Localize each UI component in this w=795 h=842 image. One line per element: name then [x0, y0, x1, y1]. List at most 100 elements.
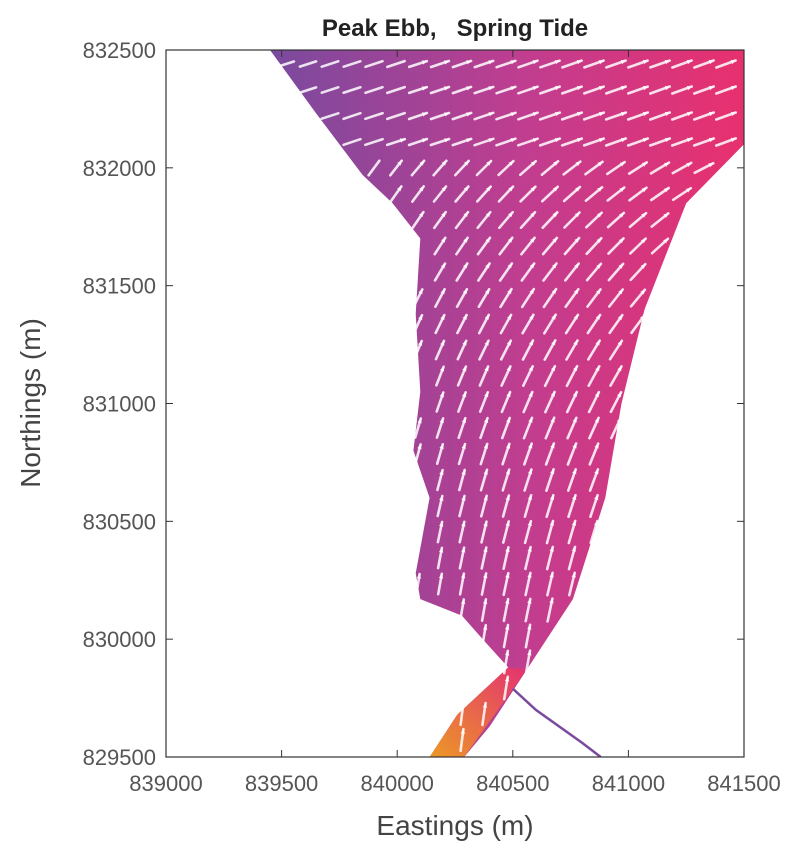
plot-area: [270, 50, 744, 757]
velocity-vector-head: [505, 599, 510, 604]
velocity-vector-head: [574, 212, 580, 218]
velocity-vector-head: [440, 289, 445, 295]
velocity-vector-head: [528, 443, 533, 449]
velocity-vector-head: [441, 212, 446, 218]
velocity-vector-head: [505, 443, 511, 449]
velocity-vector-head: [463, 212, 468, 218]
velocity-vector-head: [576, 85, 582, 91]
velocity-vector-head: [528, 366, 533, 372]
velocity-vector-head: [595, 315, 601, 320]
velocity-vector-head: [444, 138, 450, 143]
velocity-vector-head: [619, 162, 625, 167]
velocity-vector-head: [506, 366, 511, 372]
velocity-vector-head: [507, 314, 512, 320]
velocity-vector-head: [686, 59, 692, 65]
velocity-vector-head: [596, 212, 602, 218]
velocity-vector-head: [593, 521, 599, 526]
velocity-vector-head: [642, 111, 648, 117]
y-tick-label: 830500: [83, 509, 156, 534]
velocity-vector-head: [549, 546, 554, 552]
velocity-vector-head: [552, 237, 557, 243]
velocity-vector-head: [444, 86, 449, 91]
velocity-vector-head: [439, 496, 444, 501]
velocity-vector-head: [576, 111, 582, 117]
velocity-vector-head: [594, 495, 599, 501]
velocity-vector-head: [460, 573, 466, 579]
velocity-vector: [342, 111, 362, 121]
velocity-vector-head: [618, 289, 623, 295]
velocity-vector-head: [640, 238, 646, 244]
velocity-vector-head: [530, 186, 536, 192]
velocity-vector-head: [573, 340, 578, 346]
velocity-vector-head: [685, 188, 691, 193]
velocity-vector-head: [549, 521, 554, 526]
velocity-vector-head: [417, 444, 422, 450]
velocity-vector: [364, 137, 384, 147]
velocity-vector-head: [421, 112, 427, 117]
velocity-vector-head: [617, 315, 623, 321]
velocity-vector-head: [574, 263, 579, 269]
velocity-vector-head: [640, 264, 646, 269]
velocity-vector-head: [506, 418, 511, 423]
velocity-vector-head: [444, 60, 449, 65]
velocity-vector-head: [618, 263, 624, 269]
velocity-vector-head: [708, 163, 714, 168]
y-tick-label: 832000: [83, 156, 156, 181]
x-tick-label: 839500: [245, 771, 318, 796]
velocity-vector-head: [598, 60, 604, 65]
velocity-vector-head: [730, 137, 736, 143]
velocity-vector-head: [620, 111, 626, 117]
velocity-vector-head: [462, 340, 467, 346]
velocity-vector-head: [664, 59, 670, 65]
velocity-vector: [385, 85, 407, 95]
velocity-vector-head: [573, 314, 578, 320]
velocity-vector-head: [488, 86, 494, 91]
velocity-vector-head: [482, 625, 488, 630]
velocity-vector-head: [554, 86, 560, 91]
flow-domain-fill: [270, 50, 744, 757]
velocity-vector-head: [510, 112, 516, 117]
y-tick-label: 829500: [83, 745, 156, 770]
velocity-vector-head: [596, 238, 602, 243]
x-tick-label: 839000: [129, 771, 202, 796]
velocity-vector-head: [552, 212, 558, 218]
velocity-vector-head: [527, 650, 532, 656]
velocity-vector-head: [438, 547, 444, 553]
velocity-vector-head: [530, 161, 536, 166]
velocity-vector-head: [594, 443, 599, 449]
velocity-vector-head: [397, 160, 402, 166]
velocity-vector-head: [439, 392, 444, 398]
velocity-vector-head: [620, 137, 626, 143]
velocity-vector-head: [444, 112, 449, 117]
velocity-vector-head: [441, 160, 447, 166]
velocity-vector-head: [572, 469, 577, 475]
velocity-vector-head: [663, 213, 669, 218]
y-tick-label: 832500: [83, 38, 156, 63]
velocity-vector-head: [508, 186, 513, 192]
x-axis: 839000 839500 840000 840500 841000 841500: [129, 50, 781, 796]
velocity-vector-head: [550, 366, 555, 372]
velocity-vector-head: [641, 187, 647, 193]
velocity-vector-head: [460, 729, 466, 734]
velocity-vector-head: [686, 85, 692, 91]
velocity-vector-head: [485, 289, 490, 295]
velocity-vector-head: [418, 289, 423, 295]
velocity-vector-head: [617, 366, 622, 372]
velocity-vector-head: [532, 60, 538, 65]
velocity-vector-head: [507, 289, 512, 295]
y-tick-label: 830000: [83, 627, 156, 652]
velocity-vector-head: [686, 162, 692, 168]
velocity-vector: [298, 86, 318, 94]
velocity-vector-head: [708, 111, 714, 117]
velocity-vector-head: [529, 314, 534, 320]
velocity-vector-head: [576, 60, 582, 65]
velocity-vector-head: [550, 417, 555, 423]
velocity-vector-head: [663, 188, 669, 193]
velocity-vector-head: [439, 470, 444, 475]
velocity-vector-head: [483, 443, 488, 449]
velocity-vector-head: [617, 340, 622, 346]
velocity-vector-head: [594, 417, 599, 423]
velocity-vector-head: [554, 137, 560, 143]
velocity-vector-head: [484, 314, 489, 320]
velocity-vector-head: [504, 650, 510, 656]
